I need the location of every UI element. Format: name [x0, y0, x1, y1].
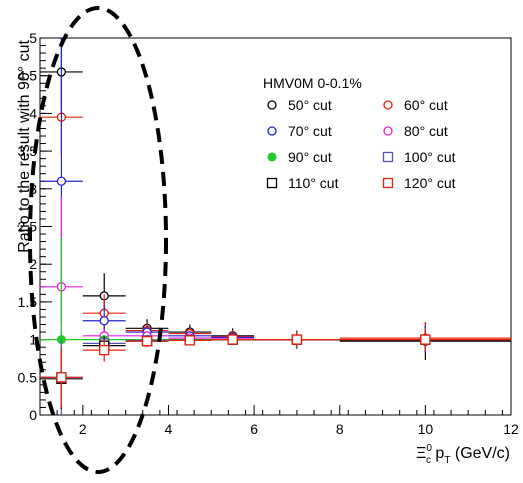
- x-axis-title-p: p: [431, 445, 444, 462]
- legend-label: 60° cut: [404, 97, 448, 113]
- x-axis-title-units: (GeV/c): [450, 445, 510, 462]
- legend-marker: [383, 126, 393, 136]
- data-point: [184, 335, 196, 346]
- legend-title: HMV0M 0-0.1%: [263, 75, 362, 91]
- legend: HMV0M 0-0.1% 50° cut 60° cut 70° cut 80° cut…: [263, 75, 456, 191]
- x-tick-label: 12: [503, 421, 519, 437]
- x-tick-label: 8: [336, 421, 344, 437]
- data-point: [99, 316, 109, 326]
- series-layer: [40, 38, 511, 415]
- legend-marker: [382, 151, 394, 163]
- legend-label: 50° cut: [288, 97, 332, 113]
- legend-label: 70° cut: [288, 123, 332, 139]
- legend-label: 120° cut: [404, 175, 456, 191]
- highlight-ellipse: [28, 6, 168, 474]
- series-4: [40, 237, 511, 415]
- legend-marker: [267, 100, 277, 110]
- x-tick-label: 4: [165, 421, 173, 437]
- series-7: [40, 328, 511, 408]
- x-axis-title: Ξ0 c pT (GeV/c): [416, 443, 510, 466]
- data-point: [56, 176, 67, 186]
- x-axis-title-sub2: T: [444, 455, 450, 466]
- y-tick-label: 0: [29, 407, 37, 423]
- y-tick-label: 3.5: [18, 143, 38, 159]
- legend-label: 90° cut: [288, 149, 332, 165]
- legend-marker: [382, 177, 394, 189]
- x-axis: 2 4 6 8 10 12: [39, 405, 519, 437]
- data-point: [291, 334, 303, 345]
- plot-frame: [39, 37, 512, 416]
- legend-label: 110° cut: [288, 175, 339, 191]
- x-axis-title-symbol: Ξ: [416, 445, 426, 462]
- legend-label: 100° cut: [404, 149, 456, 165]
- y-tick-label: 1: [29, 332, 37, 348]
- legend-label: 80° cut: [404, 123, 448, 139]
- data-point: [99, 345, 110, 356]
- data-point: [141, 335, 153, 347]
- data-point: [420, 334, 431, 345]
- y-tick-label: 4.5: [18, 68, 38, 84]
- y-tick-label: 5: [29, 30, 37, 46]
- legend-marker: [383, 100, 393, 110]
- y-axis-title: Ratio to the result with 90° cut: [16, 39, 33, 252]
- data-point: [227, 334, 238, 345]
- y-tick-label: 2: [29, 256, 37, 272]
- legend-marker: [267, 152, 277, 162]
- legend-marker: [267, 126, 277, 136]
- plot-area-border: [39, 37, 512, 416]
- x-tick-label: 10: [418, 421, 434, 437]
- data-point: [56, 372, 67, 383]
- y-tick-label: 4: [29, 105, 37, 121]
- y-tick-label: 0.5: [18, 369, 38, 385]
- x-axis-title-sup: 0: [426, 443, 432, 454]
- series-1: [40, 79, 511, 354]
- x-axis-title-sub: c: [426, 455, 431, 466]
- y-tick-label: 2.5: [18, 219, 38, 235]
- legend-marker: [266, 177, 278, 189]
- x-tick-label: 6: [250, 421, 258, 437]
- series-6: [40, 330, 511, 409]
- x-tick-label: 2: [79, 421, 87, 437]
- series-5: [40, 332, 511, 415]
